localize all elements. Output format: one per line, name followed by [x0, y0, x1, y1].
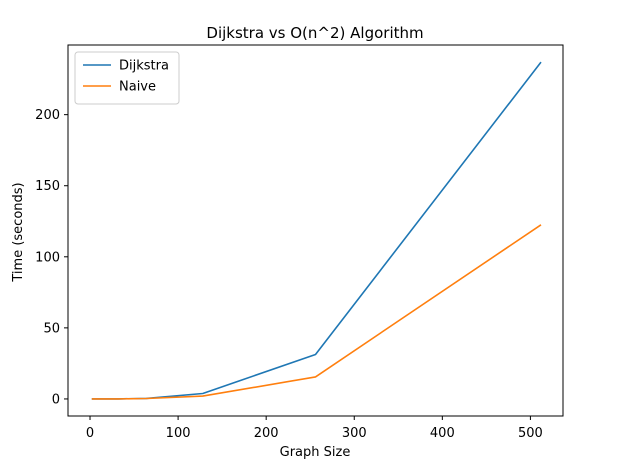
x-tick-label: 100 [166, 426, 191, 441]
x-tick-label: 0 [86, 426, 94, 441]
legend: Dijkstra Naive [74, 51, 180, 105]
plot-area [67, 44, 564, 417]
x-tick-label: 200 [254, 426, 279, 441]
y-tick-label: 0 [52, 392, 60, 407]
plot-frame [67, 44, 564, 417]
y-tick-label: 50 [43, 321, 60, 336]
y-tick-label: 200 [35, 108, 60, 123]
y-tick-label: 150 [35, 179, 60, 194]
x-tick-label: 300 [342, 426, 367, 441]
x-tick-label: 400 [430, 426, 455, 441]
y-tick-label: 100 [35, 250, 60, 265]
x-axis: 0 100 200 300 400 500 [86, 416, 543, 441]
legend-label: Dijkstra [119, 59, 169, 74]
series-line-naive [91, 224, 542, 400]
chart-title: Dijkstra vs O(n^2) Algorithm [206, 24, 423, 42]
series-lines [91, 61, 542, 400]
y-axis-label: Time (seconds) [11, 182, 26, 282]
legend-label: Naive [119, 80, 156, 95]
x-axis-label: Graph Size [280, 445, 351, 460]
y-axis: 0 50 100 150 200 [35, 108, 68, 407]
x-tick-label: 500 [518, 426, 543, 441]
